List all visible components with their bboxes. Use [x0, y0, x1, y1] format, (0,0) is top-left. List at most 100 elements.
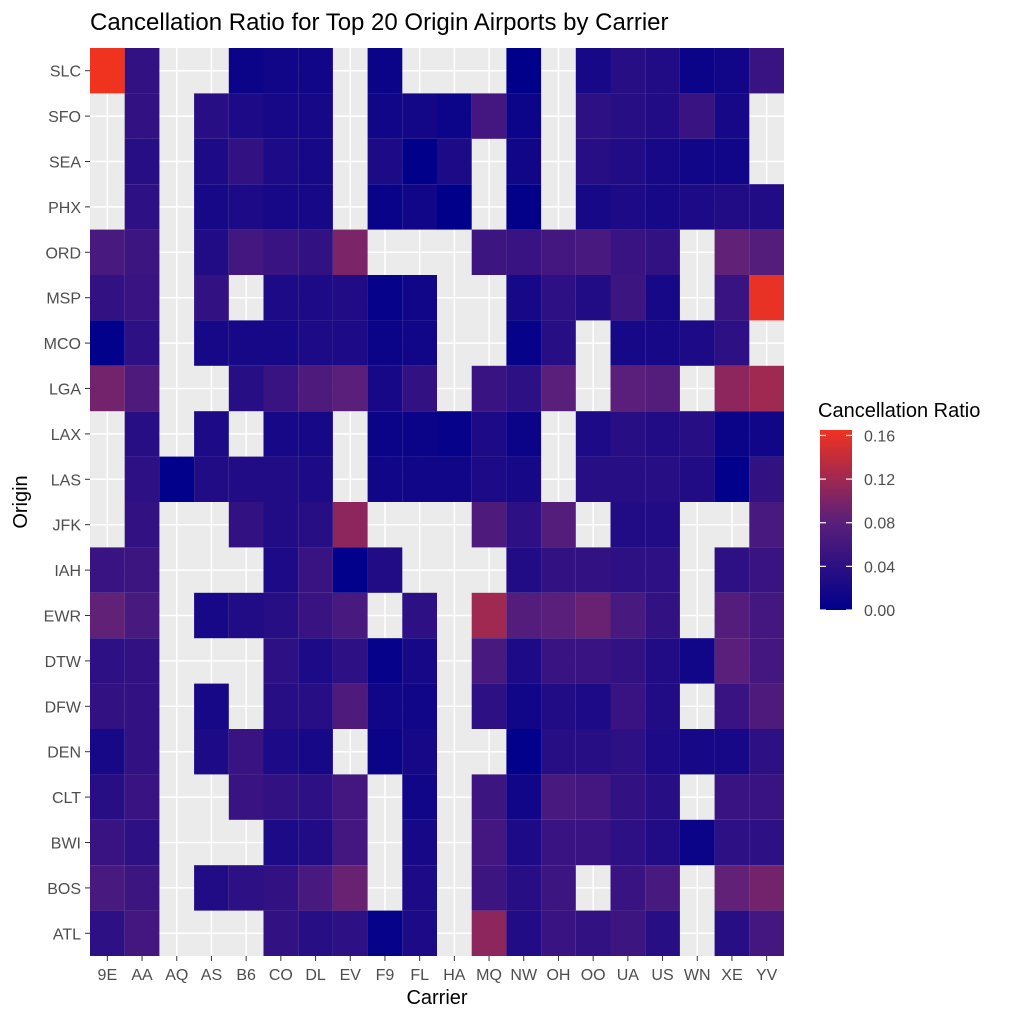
heatmap-cell-BWI-EV	[332, 819, 368, 866]
heatmap-cell-LAS-UA	[610, 456, 646, 502]
heatmap-cell-EWR-EV	[332, 592, 368, 639]
y-tick-label: MCO	[44, 336, 81, 353]
heatmap-cell-PHX-US	[645, 184, 680, 230]
heatmap-cell-SLC-OO	[575, 48, 611, 94]
heatmap-cell-EWR-9E	[90, 592, 125, 639]
heatmap-cell-DFW-OO	[575, 683, 611, 729]
heatmap-cell-SEA-B6	[228, 138, 264, 185]
heatmap-cell-DEN-OO	[575, 729, 611, 775]
heatmap-cell-ATL-YV	[749, 910, 784, 956]
heatmap-cell-ORD-XE	[714, 229, 750, 275]
heatmap-cell-LAX-AA	[124, 411, 160, 457]
heatmap-cell-JFK-MQ	[471, 502, 507, 548]
heatmap-cell-SLC-AA	[124, 48, 160, 94]
heatmap-cell-DEN-F9	[367, 729, 403, 775]
heatmap-cell-DTW-EV	[332, 638, 368, 684]
heatmap-cell-MSP-OO	[575, 275, 611, 321]
heatmap-cell-DFW-XE	[714, 683, 750, 729]
heatmap-cell-DEN-FL	[402, 729, 437, 775]
heatmap-cell-MCO-UA	[610, 320, 646, 366]
heatmap-cell-DTW-OO	[575, 638, 611, 684]
x-tick-label: AS	[201, 967, 222, 984]
heatmap-cell-DFW-CO	[263, 683, 299, 729]
heatmap-cell-BWI-YV	[749, 819, 784, 866]
x-tick-label: WN	[684, 967, 711, 984]
heatmap-cell-LAX-US	[645, 411, 680, 457]
heatmap-cell-LAX-YV	[749, 411, 784, 457]
heatmap-cell-LAX-XE	[714, 411, 750, 457]
x-tick-label: NW	[510, 967, 538, 984]
heatmap-cell-SEA-XE	[714, 138, 750, 185]
heatmap-cell-CLT-DL	[298, 774, 333, 820]
heatmap-cell-BWI-MQ	[471, 819, 507, 866]
heatmap-cell-MCO-US	[645, 320, 680, 366]
heatmap-cell-DEN-NW	[506, 729, 542, 775]
heatmap-cell-DFW-UA	[610, 683, 646, 729]
heatmap-cell-LAX-WN	[679, 411, 715, 457]
heatmap-cell-DEN-XE	[714, 729, 750, 775]
x-tick-label: CO	[269, 967, 293, 984]
heatmap-cell-IAH-US	[645, 547, 680, 593]
heatmap-cell-MSP-AS	[194, 275, 229, 321]
heatmap-cell-SEA-OO	[575, 138, 611, 185]
heatmap-cell-LAS-CO	[263, 456, 299, 502]
heatmap-cell-MCO-FL	[402, 320, 437, 366]
heatmap-cell-ATL-AA	[124, 910, 160, 956]
heatmap-cell-DTW-DL	[298, 638, 333, 684]
heatmap-cell-BWI-9E	[90, 819, 125, 866]
heatmap-cell-DTW-F9	[367, 638, 403, 684]
heatmap-cell-SLC-B6	[228, 48, 264, 94]
heatmap-cell-BOS-US	[645, 865, 680, 911]
heatmap-cell-SFO-AS	[194, 93, 229, 139]
y-tick-label: IAH	[54, 563, 81, 580]
heatmap-cell-PHX-B6	[228, 184, 264, 230]
heatmap-cell-DTW-XE	[714, 638, 750, 684]
heatmap-cell-SEA-WN	[679, 138, 715, 185]
heatmap-cell-SEA-AS	[194, 138, 229, 185]
heatmap-cell-CLT-UA	[610, 774, 646, 820]
heatmap-cell-SFO-AA	[124, 93, 160, 139]
heatmap-cell-BOS-AS	[194, 865, 229, 911]
heatmap-cell-LAX-HA	[437, 411, 472, 457]
x-tick-label: US	[651, 967, 673, 984]
x-tick-label: OO	[581, 967, 606, 984]
heatmap-cell-LGA-NW	[506, 365, 542, 412]
heatmap-cell-LAX-DL	[298, 411, 333, 457]
legend-tick-label: 0.04	[864, 559, 895, 576]
y-tick-label: PHX	[48, 200, 81, 217]
heatmap-cell-SLC-CO	[263, 48, 299, 94]
heatmap-cell-ATL-OO	[575, 910, 611, 956]
heatmap-cell-DFW-OH	[541, 683, 576, 729]
x-tick-label: YV	[756, 967, 778, 984]
heatmap-cell-LAS-WN	[679, 456, 715, 502]
heatmap-cell-LGA-XE	[714, 365, 750, 412]
heatmap-cell-BOS-CO	[263, 865, 299, 911]
heatmap-cell-MCO-NW	[506, 320, 542, 366]
x-tick-label: MQ	[476, 967, 502, 984]
heatmap-cells	[90, 48, 784, 956]
heatmap-cell-BOS-OH	[541, 865, 576, 911]
chart-title: Cancellation Ratio for Top 20 Origin Air…	[90, 9, 668, 36]
heatmap-cell-LAS-US	[645, 456, 680, 502]
heatmap-cell-DEN-AA	[124, 729, 160, 775]
heatmap-cell-BOS-MQ	[471, 865, 507, 911]
heatmap-cell-ORD-DL	[298, 229, 333, 275]
heatmap-cell-IAH-NW	[506, 547, 542, 593]
heatmap-cell-SFO-NW	[506, 93, 542, 139]
heatmap-cell-MSP-YV	[749, 275, 784, 321]
heatmap-cell-CLT-AA	[124, 774, 160, 820]
heatmap-cell-SEA-FL	[402, 138, 437, 185]
heatmap-cell-SFO-WN	[679, 93, 715, 139]
heatmap-cell-LAX-UA	[610, 411, 646, 457]
heatmap-cell-EWR-UA	[610, 592, 646, 639]
legend-ticks: 0.16 0.12 0.08 0.04 0.00	[820, 428, 895, 620]
heatmap-cell-LAS-NW	[506, 456, 542, 502]
heatmap-cell-BWI-OO	[575, 819, 611, 866]
legend-tick-label: 0.00	[864, 603, 895, 620]
heatmap-cell-SEA-CO	[263, 138, 299, 185]
heatmap-cell-IAH-OH	[541, 547, 576, 593]
heatmap-cell-LAS-F9	[367, 456, 403, 502]
heatmap-cell-CLT-US	[645, 774, 680, 820]
heatmap-cell-LGA-9E	[90, 365, 125, 412]
legend-colorbar	[820, 430, 852, 610]
